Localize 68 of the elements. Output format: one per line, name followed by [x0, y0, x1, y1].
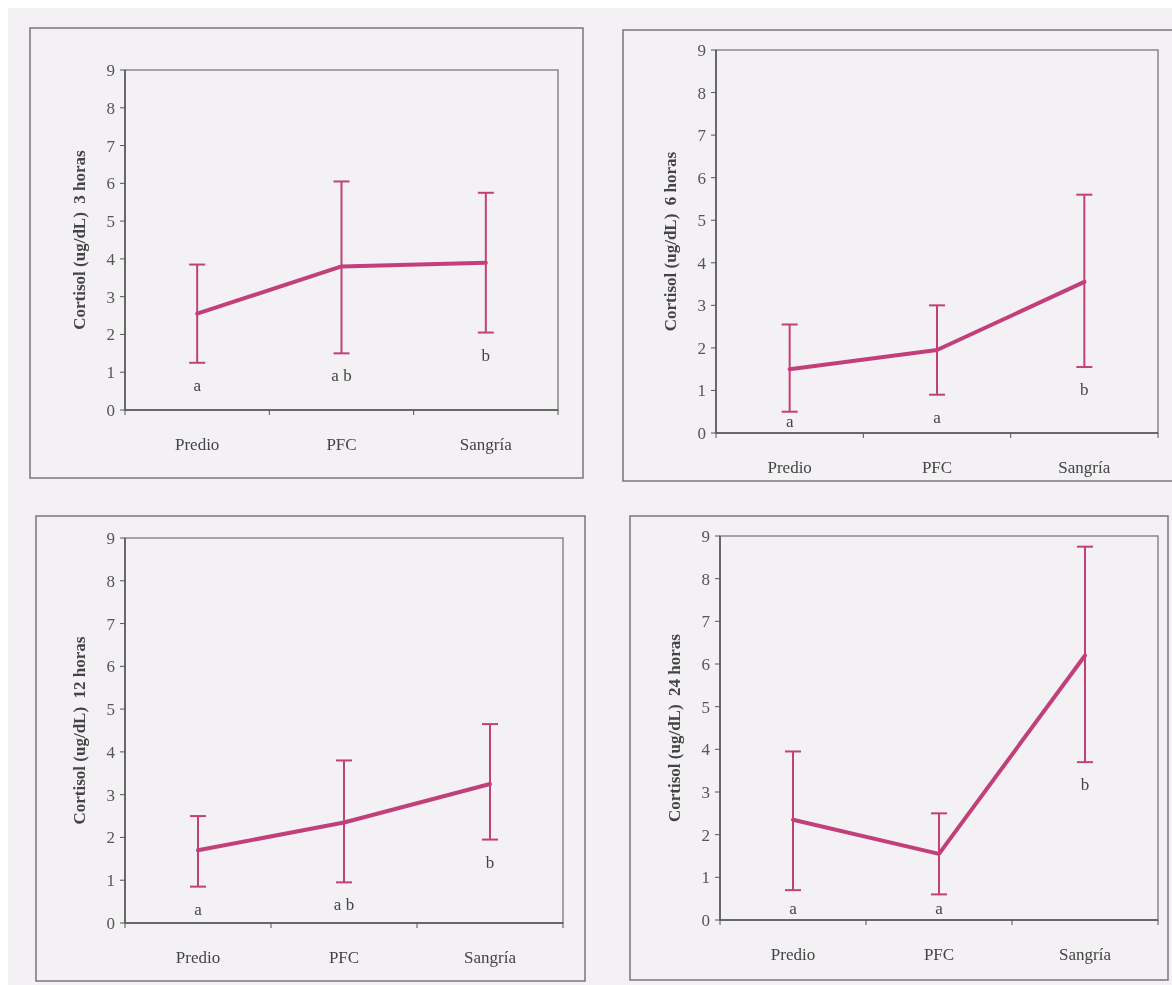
y-tick-label: 6: [106, 657, 115, 677]
y-tick-label: 5: [701, 697, 710, 717]
y-tick-label: 8: [106, 98, 115, 118]
annotation: b: [1080, 379, 1089, 399]
y-axis-title: Cortisol (ug/dL) 6 horas: [661, 151, 680, 332]
y-tick-label: 3: [701, 782, 710, 802]
annotation: a: [789, 898, 798, 918]
y-tick-label: 7: [106, 136, 116, 156]
x-tick-label: PFC: [923, 945, 955, 964]
x-tick-label: Predio: [175, 948, 221, 967]
y-tick-label: 5: [106, 700, 115, 720]
y-tick-label: 2: [701, 825, 710, 845]
y-tick-label: 7: [697, 126, 707, 146]
y-tick-label: 3: [697, 296, 706, 316]
y-tick-label: 9: [106, 60, 115, 80]
y-axis-title: Cortisol (ug/dL) 24 horas: [665, 633, 684, 822]
annotation: b: [485, 852, 495, 872]
x-tick-label: Sangría: [459, 435, 513, 454]
annotation: a: [193, 375, 202, 395]
y-tick-label: 4: [106, 249, 116, 269]
x-tick-label: Sangría: [1058, 458, 1111, 477]
annotation: b: [1080, 775, 1090, 795]
annotation: a b: [331, 366, 352, 386]
y-tick-label: 0: [106, 400, 115, 420]
x-tick-label: Predio: [767, 458, 812, 477]
x-tick-label: Sangría: [464, 948, 517, 967]
y-tick-label: 6: [697, 168, 706, 188]
annotation: a: [785, 411, 794, 431]
y-tick-label: 2: [106, 325, 115, 345]
y-axis-title: Cortisol (ug/dL) 3 horas: [70, 149, 89, 330]
y-tick-label: 7: [106, 614, 116, 634]
y-tick-label: 8: [697, 83, 706, 103]
y-tick-label: 4: [106, 742, 116, 762]
y-tick-label: 7: [701, 612, 711, 632]
y-tick-label: 2: [106, 828, 115, 848]
y-tick-label: 0: [106, 913, 115, 933]
y-tick-label: 4: [697, 253, 707, 273]
annotation: a b: [333, 895, 355, 915]
y-tick-label: 5: [697, 211, 706, 231]
y-tick-label: 9: [701, 526, 710, 546]
y-tick-label: 3: [106, 785, 115, 805]
y-tick-label: 8: [701, 569, 710, 589]
y-tick-label: 6: [701, 654, 710, 674]
x-tick-label: Predio: [174, 435, 220, 454]
y-tick-label: 1: [701, 868, 710, 888]
y-tick-label: 3: [106, 287, 115, 307]
x-tick-label: PFC: [921, 458, 953, 477]
y-tick-label: 4: [701, 740, 711, 760]
y-tick-label: 1: [697, 381, 706, 401]
y-tick-label: 1: [106, 871, 115, 891]
x-tick-label: PFC: [328, 948, 360, 967]
x-tick-label: Predio: [770, 945, 816, 964]
y-tick-label: 8: [106, 571, 115, 591]
y-tick-label: 9: [106, 528, 115, 548]
y-tick-label: 1: [106, 363, 115, 383]
y-tick-label: 5: [106, 212, 115, 232]
y-tick-label: 0: [701, 910, 710, 930]
y-axis-title: Cortisol (ug/dL) 12 horas: [70, 636, 89, 825]
annotation: a: [194, 899, 203, 919]
annotation: a: [935, 898, 944, 918]
y-tick-label: 2: [697, 338, 706, 358]
annotation: a: [933, 407, 942, 427]
annotation: b: [481, 345, 491, 365]
x-tick-label: PFC: [326, 435, 357, 454]
y-tick-label: 0: [697, 423, 706, 443]
x-tick-label: Sangría: [1059, 945, 1112, 964]
y-tick-label: 9: [697, 40, 706, 60]
y-tick-label: 6: [106, 174, 115, 194]
